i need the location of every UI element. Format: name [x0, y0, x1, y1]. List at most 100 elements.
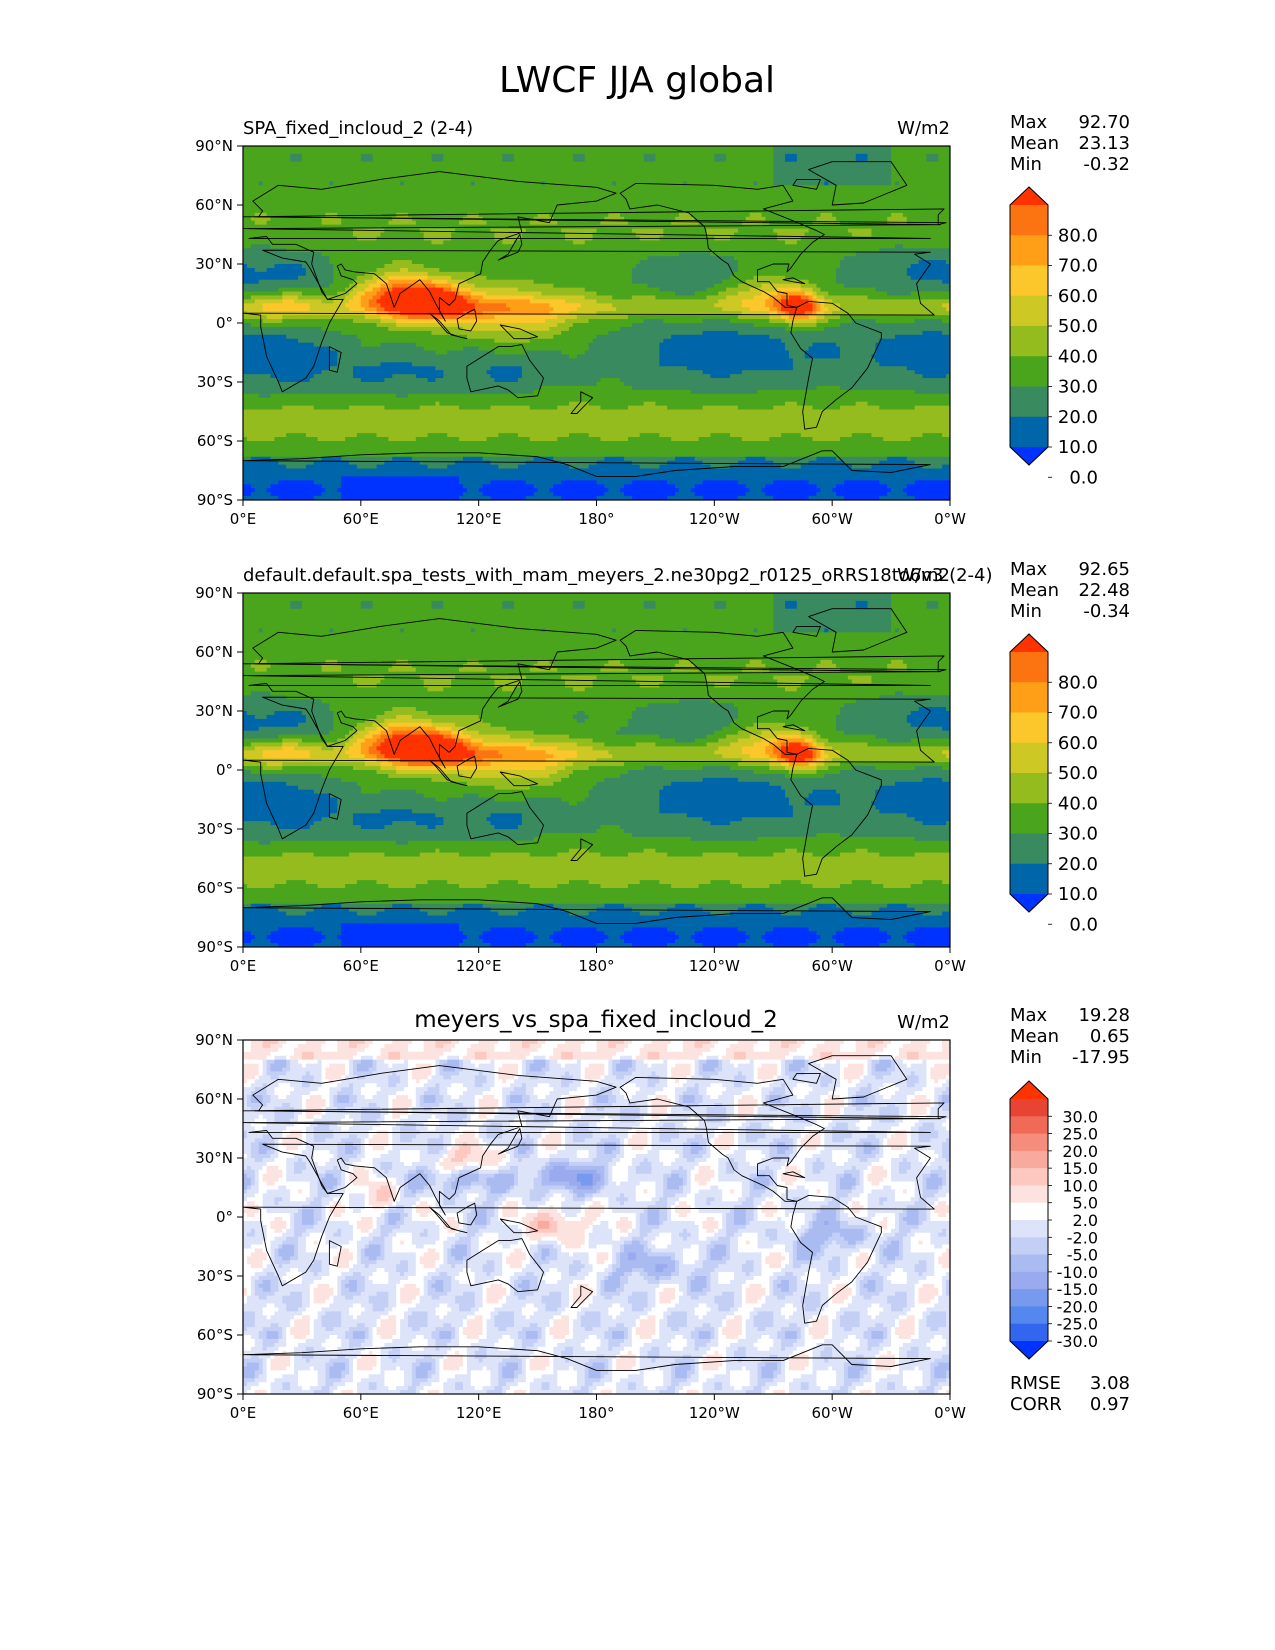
field-cell — [243, 691, 252, 696]
field-cell — [510, 1106, 519, 1112]
field-cell — [623, 1040, 633, 1045]
field-cell — [502, 1209, 519, 1214]
field-cell — [553, 931, 605, 936]
field-cell — [906, 216, 950, 222]
coastline — [243, 655, 947, 673]
field-cell — [584, 240, 786, 245]
field-cell — [777, 311, 786, 316]
field-cell — [840, 770, 950, 775]
field-cell — [726, 600, 774, 606]
field-cell — [804, 1185, 829, 1191]
field-cell — [678, 1095, 684, 1100]
field-cell — [313, 1224, 354, 1230]
field-cell — [730, 1189, 735, 1194]
field-cell — [470, 1059, 492, 1065]
field-cell — [627, 1228, 633, 1234]
field-cell — [824, 1161, 837, 1167]
field-cell — [867, 1067, 873, 1073]
field-cell — [478, 746, 527, 751]
field-cell — [592, 1102, 613, 1108]
field-cell — [918, 1051, 950, 1057]
field-cell — [867, 1095, 876, 1100]
field-cell — [502, 1095, 507, 1100]
field-cell — [863, 1205, 869, 1210]
field-cell — [722, 1189, 731, 1194]
coastline — [243, 171, 941, 322]
field-cell — [816, 1059, 837, 1065]
field-cell — [702, 1063, 719, 1069]
field-cell — [816, 832, 841, 838]
field-cell — [847, 1220, 873, 1226]
field-cell — [659, 342, 786, 348]
field-cell — [600, 437, 629, 442]
field-cell — [887, 220, 908, 226]
field-cell — [364, 287, 374, 293]
field-cell — [419, 1095, 425, 1100]
field-cell — [317, 1193, 331, 1198]
field-cell — [859, 1126, 869, 1132]
field-cell — [875, 358, 950, 363]
field-cell — [647, 256, 735, 261]
field-cell — [517, 1114, 523, 1120]
field-cell — [623, 1146, 633, 1151]
field-cell — [388, 726, 437, 732]
field-cell — [749, 1185, 755, 1191]
field-cell — [294, 1106, 303, 1112]
field-cell — [926, 1110, 931, 1116]
field-cell — [553, 307, 578, 312]
field-cell — [788, 758, 806, 763]
y-tick-label: 30°S — [197, 373, 233, 391]
field-cell — [659, 354, 790, 359]
colorbar-tick-label: 20.0 — [1058, 854, 1098, 875]
field-cell — [576, 801, 660, 806]
field-cell — [321, 1181, 338, 1187]
field-cell — [352, 319, 382, 324]
field-cell — [258, 1173, 264, 1179]
field-cell — [655, 1091, 676, 1096]
field-cell — [278, 907, 315, 913]
field-cell — [930, 1071, 950, 1076]
field-cell — [278, 460, 315, 466]
stat-label: Max — [1010, 112, 1048, 133]
field-cell — [325, 1138, 342, 1143]
field-cell — [840, 667, 888, 673]
field-cell — [274, 1217, 283, 1222]
field-cell — [502, 1220, 523, 1226]
field-cell — [243, 1150, 252, 1155]
field-cell — [726, 153, 774, 159]
field-cell — [851, 232, 873, 238]
field-cell — [258, 1075, 272, 1080]
field-cell — [773, 1126, 782, 1132]
field-cell — [942, 279, 950, 285]
field-cell — [667, 852, 704, 858]
field-cell — [832, 659, 892, 665]
field-cell — [372, 1169, 385, 1175]
field-cell — [867, 1134, 876, 1139]
field-cell — [667, 1201, 676, 1206]
field-cell — [290, 1059, 299, 1065]
colorbar-tick-label: 0.0 — [1069, 467, 1098, 488]
field-cell — [360, 1228, 370, 1234]
colorbar-tick-label: 60.0 — [1058, 286, 1098, 307]
field-cell — [737, 1134, 747, 1139]
field-cell — [906, 1189, 916, 1194]
field-cell — [891, 1169, 900, 1175]
field-cell — [258, 181, 264, 186]
field-cell — [663, 675, 708, 681]
field-cell — [832, 1126, 849, 1132]
field-cell — [243, 193, 950, 198]
field-cell — [612, 1071, 633, 1076]
field-cell — [451, 1047, 468, 1053]
coastline — [792, 625, 821, 637]
field-cell — [922, 1185, 928, 1191]
field-cell — [368, 1173, 378, 1179]
field-cell — [243, 746, 256, 751]
field-cell — [352, 1161, 374, 1167]
field-cell — [796, 1177, 806, 1183]
field-cell — [635, 1224, 641, 1230]
field-cell — [360, 1118, 378, 1124]
field-cell — [341, 1087, 354, 1092]
field-cell — [887, 738, 912, 744]
field-cell — [588, 714, 633, 720]
